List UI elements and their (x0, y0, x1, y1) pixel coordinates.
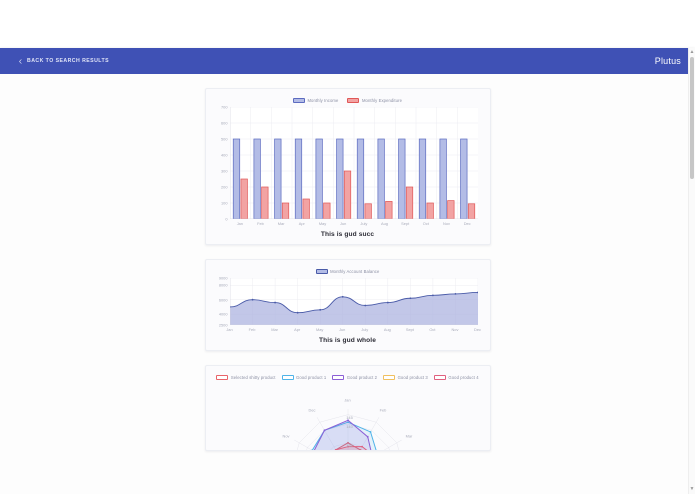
scrollbar-thumb[interactable] (690, 57, 694, 179)
y-axis-tick-label: 6000 (218, 297, 228, 303)
legend-label: Good product 1 (296, 375, 327, 380)
legend-item[interactable]: Monthly Expenditure (347, 98, 402, 103)
bar-chart-plot-area: 0 100 200 300 400 500 600 700 Jan Feb Mar Apr May Jun… (221, 105, 478, 226)
chart-title: This is gud succ (320, 231, 375, 238)
legend-label: Monthly Account Balance (330, 269, 380, 274)
radar-axis-label: Jan (344, 397, 351, 403)
legend-swatch-icon (433, 375, 446, 380)
legend-swatch-icon (332, 375, 345, 380)
x-axis-tick-label: Apr (298, 221, 305, 226)
x-axis-tick-label: Oct (422, 221, 429, 226)
x-axis-tick-label: Apr (294, 327, 301, 332)
legend-item[interactable]: Good product 2 (332, 375, 377, 380)
y-axis-tick-label: 8000 (218, 282, 228, 288)
y-axis-tick-label: 700 (221, 104, 228, 110)
x-axis-tick-label: Feb (248, 327, 256, 332)
legend-item[interactable]: Selected shitty product (216, 375, 275, 380)
legend-swatch-icon (383, 375, 396, 380)
y-axis-tick-label: 600 (221, 120, 228, 126)
legend-label: Good product 2 (346, 375, 378, 380)
radar-axis-label: Mar (405, 433, 413, 438)
y-axis-tick-label: 2500 (218, 322, 228, 328)
x-axis-tick-label: May (318, 221, 327, 226)
chevron-left-icon (18, 58, 23, 64)
legend-swatch-icon (347, 98, 360, 103)
radial-tick-label: 145 (346, 414, 353, 420)
x-axis-tick-label: July (360, 221, 368, 226)
back-label: BACK TO SEARCH RESULTS (27, 58, 110, 64)
x-axis-tick-label: Sept (405, 327, 414, 332)
y-axis-tick-label: 0 (225, 216, 228, 222)
radar-axis-label: Feb (379, 407, 387, 412)
x-axis-tick-label: Jan (226, 327, 233, 332)
legend-label: Good product 3 (397, 375, 428, 380)
y-axis-tick-label: 100 (221, 200, 228, 206)
scrollbar-track[interactable] (690, 57, 694, 485)
area-chart-legend: Monthly Account Balance (210, 266, 486, 277)
legend-label: Monthly Expenditure (361, 98, 403, 103)
legend-swatch-icon (292, 98, 305, 103)
brand-logo[interactable]: Plutus (654, 56, 681, 66)
radar-axis-label: Nov (282, 433, 290, 438)
y-axis-tick-label: 9000 (218, 275, 228, 281)
y-axis-tick-label: 200 (221, 184, 228, 190)
legend-item[interactable]: Monthly Income (292, 98, 339, 103)
x-axis-tick-label: Jun (339, 327, 346, 332)
x-axis-tick-label: Mar (271, 327, 278, 332)
browser-chrome-gap (0, 0, 695, 48)
x-axis-tick-label: Jan (236, 221, 243, 226)
radar-chart-plot-area: 120125130140145JanFebMarAprOctNovDec (218, 384, 478, 450)
x-axis-tick-label: Dec (474, 327, 481, 332)
area-chart: Monthly Account Balance 2500 4000 6000 8000… (210, 266, 486, 344)
x-axis-tick-label: July (361, 327, 369, 332)
radial-tick-label: 140 (346, 424, 353, 430)
x-axis-tick-label: Aug (381, 221, 388, 226)
scroll-down-arrow-icon[interactable]: ▼ (689, 486, 695, 492)
legend-swatch-icon (281, 375, 294, 380)
radar-chart-legend: Selected shitty product Good product 1 Goo… (210, 372, 486, 383)
card-area-chart: Monthly Account Balance 2500 4000 6000 8000… (204, 259, 491, 351)
x-axis-tick-label: Mar (277, 221, 285, 226)
x-axis-tick-label: Dec (463, 221, 471, 226)
legend-swatch-icon (315, 269, 328, 274)
x-axis-tick-label: Sept (401, 221, 410, 226)
y-axis-tick-label: 400 (221, 152, 228, 158)
scroll-up-arrow-icon[interactable]: ▲ (689, 49, 695, 55)
scroll-content[interactable]: Monthly Income Monthly Expenditure 0 100 2… (0, 74, 695, 494)
legend-item[interactable]: Good product 4 (433, 375, 479, 380)
radar-axis-label: Dec (308, 407, 316, 412)
x-axis-tick-label: Jun (340, 221, 347, 226)
y-axis-tick-label: 500 (221, 136, 228, 142)
x-axis-tick-label: May (315, 327, 324, 332)
legend-item[interactable]: Monthly Account Balance (315, 269, 380, 274)
y-axis-tick-label: 4000 (218, 311, 228, 317)
x-axis-tick-label: Oct (429, 327, 436, 332)
x-axis-tick-label: Aug (383, 327, 391, 332)
y-axis-tick-label: 300 (221, 168, 228, 174)
card-bar-chart: Monthly Income Monthly Expenditure 0 100 2… (204, 88, 491, 245)
area-chart-plot-area: 2500 4000 6000 8000 9000 Jan Feb Mar Apr May Jun Ju… (219, 276, 481, 333)
top-navbar: BACK TO SEARCH RESULTS Plutus (0, 48, 695, 74)
bar-chart-legend: Monthly Income Monthly Expenditure (210, 95, 486, 106)
vertical-scrollbar[interactable]: ▲ ▼ (688, 48, 695, 494)
legend-item[interactable]: Good product 3 (383, 375, 428, 380)
radar-chart: Selected shitty product Good product 1 Goo… (210, 372, 486, 450)
x-axis-tick-label: Feb (257, 221, 264, 226)
radial-tick-label: 130 (346, 442, 353, 448)
x-axis-tick-label: Nov (451, 327, 459, 332)
legend-label: Monthly Income (307, 98, 339, 103)
x-axis-tick-label: Nov (443, 221, 450, 226)
chart-title: This is gud whole (318, 337, 377, 344)
bar-chart: Monthly Income Monthly Expenditure 0 100 2… (210, 95, 486, 238)
back-to-search-results-button[interactable]: BACK TO SEARCH RESULTS (18, 58, 109, 64)
card-radar-chart: Selected shitty product Good product 1 Goo… (204, 365, 491, 451)
legend-label: Selected shitty product (230, 375, 276, 380)
legend-swatch-icon (216, 375, 229, 380)
legend-label: Good product 4 (448, 375, 479, 380)
legend-item[interactable]: Good product 1 (281, 375, 327, 380)
